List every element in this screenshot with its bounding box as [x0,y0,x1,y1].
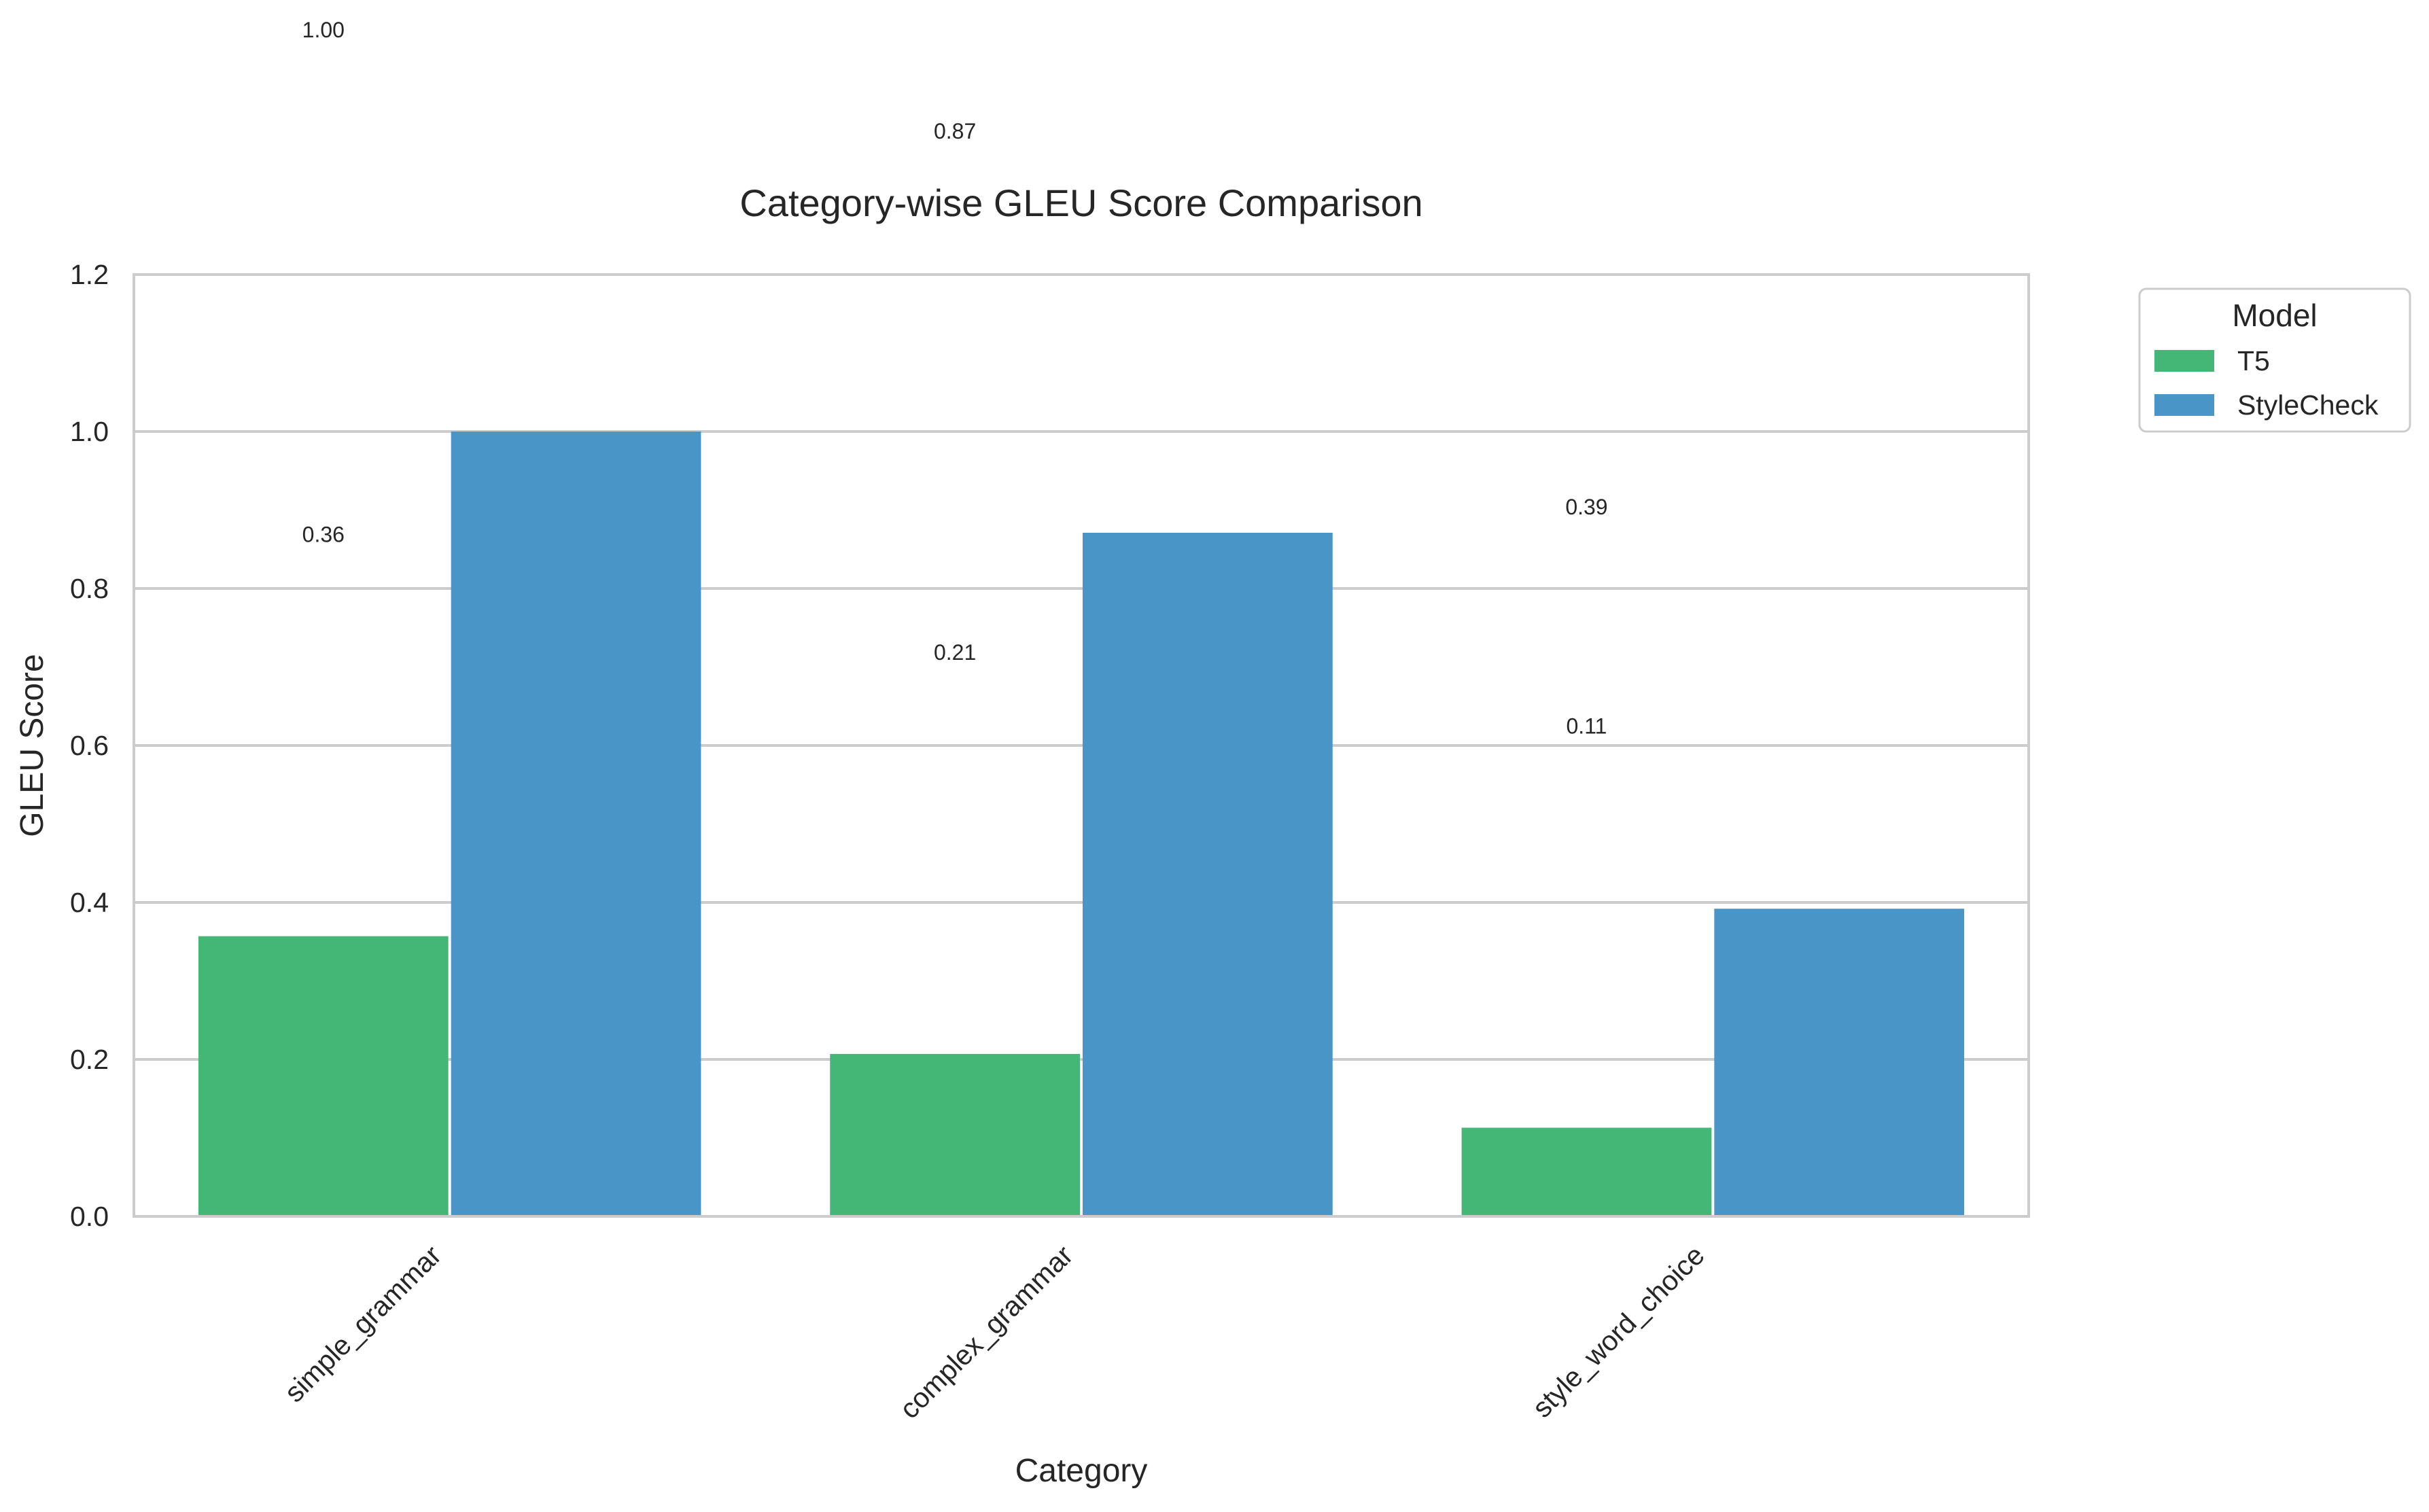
legend-swatch-t5 [2154,350,2214,372]
y-tick-label: 0.8 [70,573,109,604]
y-tick-label: 0.2 [70,1044,109,1075]
y-tick-label: 0.4 [70,887,109,918]
legend-entry-t5: T5 [2237,345,2270,376]
legend[interactable]: Model T5 StyleCheck [2138,287,2411,433]
legend-title: Model [2232,298,2317,333]
data-label-t5-simple-grammar: 0.36 [302,523,345,547]
bar-t5-simple-grammar[interactable] [198,936,449,1216]
bar-stylecheck-simple-grammar[interactable] [451,432,701,1216]
chart-title: Category-wise GLEU Score Comparison [739,181,1422,224]
bar-t5-complex-grammar[interactable] [830,1053,1080,1216]
y-axis-label: GLEU Score [14,654,50,837]
y-tick-label: 0.6 [70,730,109,761]
x-axis-label: Category [1015,1453,1148,1489]
bar-t5-style-word-choice[interactable] [1461,1127,1712,1216]
data-label-stylecheck-style-word-choice: 0.39 [1565,495,1607,519]
legend-swatch-stylecheck [2154,394,2214,416]
y-axis-ticks: 0.0 0.2 0.4 0.6 0.8 1.0 1.2 [70,259,109,1232]
data-label-stylecheck-simple-grammar: 1.00 [302,18,345,42]
bars [198,432,1965,1216]
data-label-stylecheck-complex-grammar: 0.87 [934,119,976,143]
plot-area-frame [133,273,2030,1218]
bar-value-labels: 0.36 1.00 0.21 0.87 0.11 0.39 [302,18,1608,738]
bar-stylecheck-style-word-choice[interactable] [1714,909,1965,1216]
data-label-t5-style-word-choice: 0.11 [1567,714,1607,738]
bar-stylecheck-complex-grammar[interactable] [1083,532,1333,1216]
y-tick-label: 1.0 [70,416,109,447]
y-tick-label: 0.0 [70,1201,109,1232]
legend-entry-stylecheck: StyleCheck [2237,389,2379,421]
y-tick-label: 1.2 [70,259,109,290]
data-label-t5-complex-grammar: 0.21 [934,640,976,665]
